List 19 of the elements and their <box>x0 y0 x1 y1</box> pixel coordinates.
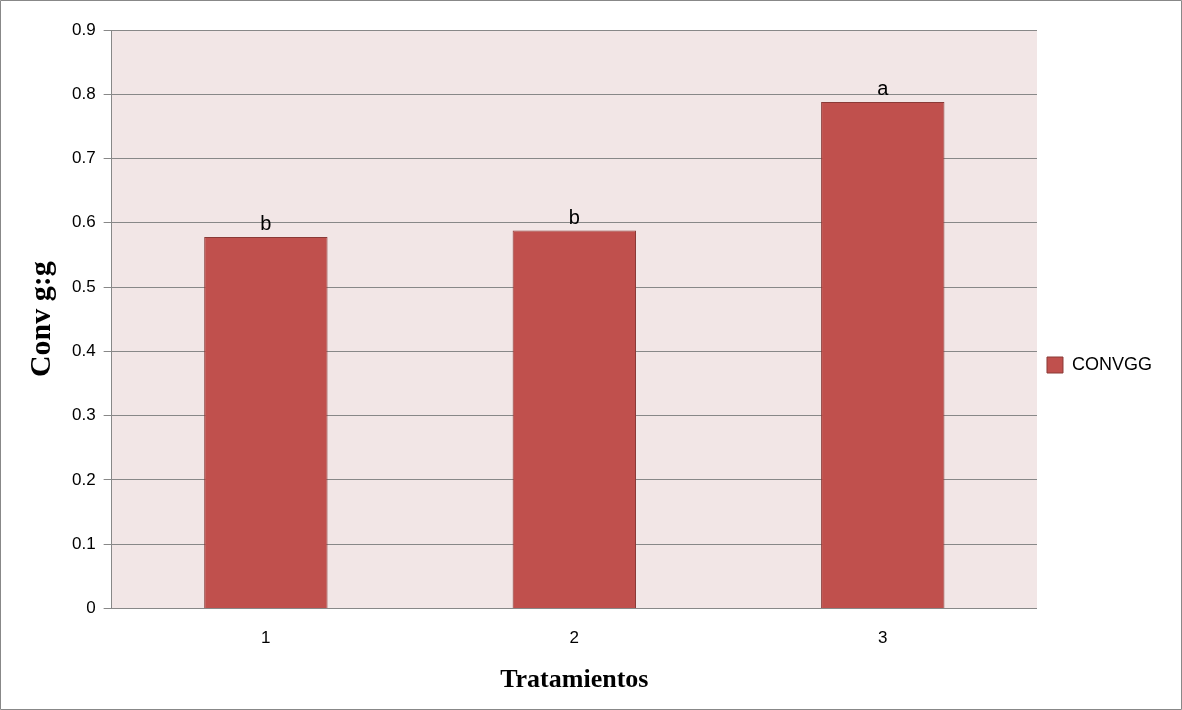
y-tick-label: 0.8 <box>71 83 96 103</box>
annotation: a <box>877 77 890 100</box>
y-tick-label: 0.5 <box>71 276 96 296</box>
y-tick-label: 0 <box>86 598 96 618</box>
legend-label: CONVGG <box>1071 353 1153 374</box>
y-tick-label: 0.4 <box>71 341 96 361</box>
x-axis-title: Tratamientos <box>500 664 649 694</box>
annotation: b <box>568 206 580 229</box>
annotation: b <box>260 212 272 235</box>
y-tick-label: 0.7 <box>71 148 96 168</box>
y-tick-label: 0.2 <box>71 469 96 489</box>
y-tick-label: 0.1 <box>71 533 96 553</box>
y-tick-label: 0.6 <box>71 212 96 232</box>
y-axis-title: Conv g:g <box>22 261 56 378</box>
x-tick-label: 3 <box>878 628 888 648</box>
x-tick-label: 2 <box>569 628 580 648</box>
y-tick-label: 0.9 <box>71 19 96 39</box>
y-tick-label: 0.3 <box>71 405 96 425</box>
x-tick-label: 1 <box>261 628 271 648</box>
